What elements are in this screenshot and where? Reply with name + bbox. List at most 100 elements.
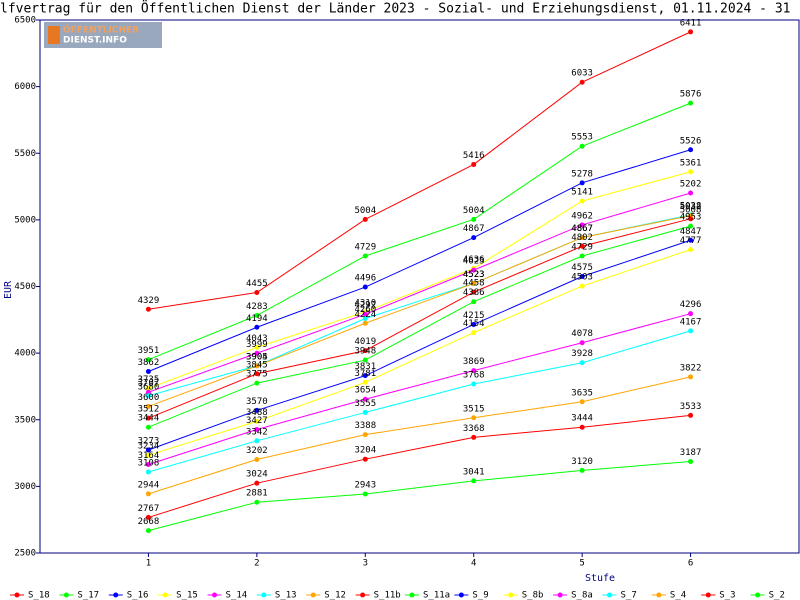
x-tick-label: 1 [146, 559, 151, 569]
data-label: 6411 [680, 18, 702, 28]
data-label: 4867 [463, 224, 485, 234]
data-label: 3768 [463, 371, 485, 381]
point [254, 418, 260, 424]
legend-marker [607, 592, 612, 598]
data-label: 3845 [246, 360, 268, 370]
data-label: 2881 [246, 489, 268, 499]
y-tick-label: 4000 [14, 349, 36, 359]
point [254, 344, 260, 350]
point [362, 456, 368, 462]
data-label: 3951 [138, 346, 160, 356]
point [579, 253, 585, 259]
legend-marker [458, 592, 464, 598]
data-label: 4167 [680, 317, 702, 327]
data-label: 4729 [571, 242, 593, 252]
x-tick-label: 3 [363, 559, 368, 569]
data-label: 5032 [680, 202, 702, 212]
data-label: 3707 [138, 379, 160, 389]
legend-label: S_16 [127, 591, 149, 600]
point [579, 222, 585, 228]
data-label: 5526 [680, 136, 702, 146]
data-label: 3164 [138, 451, 160, 461]
data-label: 4043 [246, 334, 268, 344]
y-tick-label: 6500 [14, 16, 36, 26]
line [148, 414, 691, 518]
point [254, 480, 260, 486]
data-label: 3862 [138, 358, 160, 368]
data-label: 4623 [463, 257, 485, 267]
point [471, 267, 477, 273]
point [688, 216, 694, 222]
point [471, 299, 477, 305]
data-label: 3444 [571, 414, 593, 424]
point [579, 467, 585, 473]
point [145, 306, 151, 312]
point [579, 399, 585, 405]
point [254, 312, 260, 318]
legend-marker [63, 592, 69, 598]
x-tick-label: 2 [254, 559, 259, 569]
data-label: 4078 [571, 329, 593, 339]
point [254, 438, 260, 444]
y-tick-label: 5500 [14, 149, 36, 159]
point [579, 143, 585, 149]
point [362, 409, 368, 415]
data-label: 6033 [571, 69, 593, 79]
point [688, 237, 694, 243]
data-label: 5416 [463, 151, 485, 161]
legend-marker [261, 592, 267, 598]
data-label: 3869 [463, 357, 485, 367]
line [148, 225, 691, 428]
data-label: 3600 [138, 393, 160, 403]
point [471, 280, 477, 286]
legend-marker [113, 592, 119, 598]
point [254, 350, 260, 356]
legend-label: S_8a [571, 591, 593, 600]
data-label: 4802 [571, 233, 593, 243]
data-label: 3822 [680, 363, 702, 373]
data-label: 4310 [354, 298, 376, 308]
point [362, 357, 368, 363]
legend-label: S_17 [77, 591, 99, 600]
legend-marker [360, 592, 366, 598]
legend-marker [14, 592, 20, 598]
point [254, 371, 260, 377]
point [579, 180, 585, 186]
point [362, 396, 368, 402]
logo-text: ÖFFENTLICHER [63, 25, 139, 36]
data-label: 4292 [354, 301, 376, 311]
data-label: 3342 [246, 427, 268, 437]
data-label: 3368 [463, 424, 485, 434]
data-label: 3735 [138, 375, 160, 385]
point [688, 29, 694, 35]
legend-marker [310, 592, 316, 598]
data-label: 3555 [354, 399, 376, 409]
x-tick-label: 4 [471, 559, 476, 569]
point [145, 424, 151, 430]
data-label: 5553 [571, 133, 593, 143]
data-label: 3533 [680, 402, 702, 412]
point [362, 491, 368, 497]
data-label: 3831 [354, 362, 376, 372]
line [148, 31, 691, 310]
point [362, 379, 368, 385]
point [471, 216, 477, 222]
line [148, 330, 691, 473]
point [362, 216, 368, 222]
data-label: 3041 [463, 467, 485, 477]
data-label: 4215 [463, 311, 485, 321]
data-label: 4777 [680, 236, 702, 246]
data-label: 4523 [463, 270, 485, 280]
point [145, 389, 151, 395]
data-label: 4194 [246, 314, 268, 324]
point [471, 161, 477, 167]
data-label: 4636 [463, 255, 485, 265]
data-label: 5202 [680, 179, 702, 189]
y-tick-label: 6000 [14, 82, 36, 92]
point [362, 315, 368, 321]
point [362, 253, 368, 259]
legend-label: S_12 [324, 591, 346, 600]
data-label: 3904 [246, 352, 268, 362]
point [362, 348, 368, 354]
